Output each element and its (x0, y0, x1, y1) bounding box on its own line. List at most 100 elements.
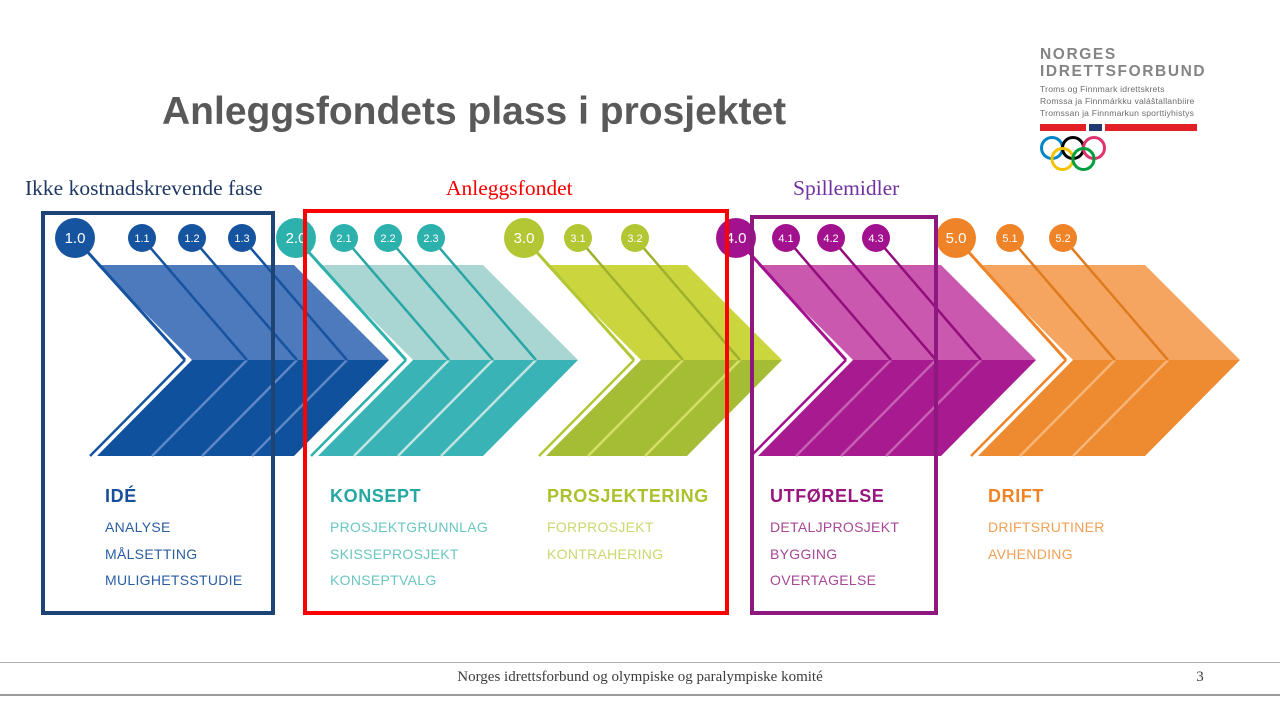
phase-item: BYGGING (770, 545, 838, 562)
phase-2-leader-line-0 (294, 236, 408, 362)
phase-circle-label-4.3: 4.3 (868, 233, 883, 245)
phase-circle-label-3.2: 3.2 (627, 233, 642, 245)
phase-item: PROSJEKTGRUNNLAG (330, 519, 489, 535)
phase-2-leader-line-2 (387, 237, 494, 361)
phase-4-leader-line-0 (734, 236, 848, 362)
phase-1-leader-line-2 (191, 237, 298, 361)
phase-4-sub-1-bottom-separator (795, 359, 892, 457)
phase-4-chevron-bottom (758, 360, 1036, 456)
footer-divider-top (0, 662, 1280, 663)
phase-circle-label-2.2: 2.2 (380, 233, 395, 245)
phase-circle-2.1 (330, 224, 358, 252)
phase-text-konsept: KONSEPT PROSJEKTGRUNNLAG SKISSEPROSJEKT … (330, 486, 488, 594)
phase-5-leader-line-2 (1062, 237, 1169, 361)
phase-4-notch-edge-line (750, 359, 847, 457)
phase-3-notch-edge-line (538, 359, 635, 457)
phase-circle-1.1 (128, 224, 156, 252)
phase-1-leader-line-0 (73, 236, 187, 362)
olympic-rings-icon (1040, 136, 1106, 172)
phase-circle-label-4.0: 4.0 (726, 230, 747, 247)
phase-circle-label-4.2: 4.2 (823, 233, 838, 245)
highlight-box-anleggsfondet (303, 209, 729, 615)
phase-circle-4.1 (772, 224, 800, 252)
phase-circle-label-1.2: 1.2 (184, 233, 199, 245)
phase-2-sub-1-bottom-separator (353, 359, 450, 457)
annotation-label-spillemidler: Spillemidler (793, 176, 900, 200)
slide-title: Anleggsfondets plass i prosjektet (162, 90, 787, 133)
phase-item: ANALYSE (105, 519, 171, 535)
phase-4-sub-3-bottom-separator (885, 359, 982, 457)
phase-5-leader-line-1 (1009, 237, 1116, 361)
logo-name-line1: NORGES (1040, 46, 1117, 63)
phase-heading: KONSEPT (330, 486, 422, 506)
footer-text: Norges idrettsforbund og olympiske og pa… (457, 669, 823, 685)
phase-2-leader-line-3 (430, 237, 537, 361)
phase-circle-3.2 (621, 224, 649, 252)
phase-1-chevron-top (97, 265, 389, 360)
phase-2-leader-line-1 (343, 237, 450, 361)
phase-5-notch-edge-line (970, 359, 1067, 457)
phase-4-leader-line-2 (830, 237, 937, 361)
phase-circle-label-5.2: 5.2 (1055, 233, 1070, 245)
phase-heading: UTFØRELSE (770, 486, 885, 506)
phase-item: OVERTAGELSE (770, 572, 877, 588)
phase-4-leader-line-1 (785, 237, 892, 361)
phase-circle-label-4.1: 4.1 (778, 233, 793, 245)
phase-item: DETALJPROSJEKT (770, 519, 900, 535)
phase-3-leader-line-0 (522, 236, 636, 362)
phase-item: FORPROSJEKT (547, 519, 654, 535)
phase-2-chevron-top (318, 265, 578, 360)
logo-name-line2: IDRETTSFORBUND (1040, 63, 1207, 80)
phase-text-ide: IDÉ ANALYSE MÅLSETTING MULIGHETSSTUDIE (105, 486, 243, 594)
phase-circle-4.3 (862, 224, 890, 252)
phase-circle-2.2 (374, 224, 402, 252)
phase-circle-1.0 (55, 218, 95, 258)
phase-circle-1.2 (178, 224, 206, 252)
phase-circle-5.1 (996, 224, 1024, 252)
logo-subtitle-2: Romssa ja Finnmárkku valáštallanbiire (1040, 95, 1195, 106)
phase-4-sub-2-bottom-separator (840, 359, 937, 457)
phase-3-chevron-bottom (546, 360, 782, 456)
phase-circle-label-1.3: 1.3 (234, 233, 249, 245)
flag-bar-navy (1089, 124, 1102, 132)
phase-text-prosjektering: PROSJEKTERING FORPROSJEKT KONTRAHERING (547, 486, 709, 567)
norwegian-flag-bar (1040, 124, 1197, 132)
phase-item: KONSEPTVALG (330, 572, 437, 588)
phase-2-notch-edge-line (310, 359, 407, 457)
phase-circle-3.0 (504, 218, 544, 258)
phase-1-leader-line-3 (241, 237, 348, 361)
phase-item: AVHENDING (988, 545, 1073, 562)
phase-text-drift: DRIFT DRIFTSRUTINER AVHENDING (988, 486, 1105, 567)
phase-heading: IDÉ (105, 486, 137, 506)
phase-circle-label-5.0: 5.0 (946, 230, 967, 247)
annotation-label-anleggsfondet: Anleggsfondet (446, 176, 573, 200)
phase-2-sub-3-bottom-separator (440, 359, 537, 457)
phase-circle-4.2 (817, 224, 845, 252)
logo-subtitle-3: Tromssan ja Finnmarkun sporttiyhistys (1040, 107, 1195, 118)
phase-circle-label-1.0: 1.0 (65, 230, 86, 247)
phase-text-utforelse: UTFØRELSE DETALJPROSJEKT BYGGING OVERTAG… (770, 486, 899, 594)
phase-3-leader-line-2 (634, 237, 741, 361)
phase-5-sub-1-bottom-separator (1019, 359, 1116, 457)
phase-1-chevron-bottom (97, 360, 389, 456)
phase-item: MÅLSETTING (105, 545, 198, 562)
highlight-box-ikke-kostnadskrevende (41, 211, 275, 615)
phase-1-sub-2-bottom-separator (201, 359, 298, 457)
phase-item: MULIGHETSSTUDIE (105, 572, 243, 588)
phase-circle-5.0 (936, 218, 976, 258)
phase-3-leader-line-1 (577, 237, 684, 361)
phase-heading: PROSJEKTERING (547, 486, 709, 506)
phase-3-sub-1-bottom-separator (587, 359, 684, 457)
phase-1-leader-line-1 (141, 237, 248, 361)
phase-circle-5.2 (1049, 224, 1077, 252)
phase-heading: DRIFT (988, 486, 1044, 506)
phase-2-sub-2-bottom-separator (397, 359, 494, 457)
phase-5-chevron-top (978, 265, 1240, 360)
annotation-label-ikke-kostnadskrevende: Ikke kostnadskrevende fase (25, 176, 263, 200)
phase-circle-1.3 (228, 224, 256, 252)
phase-4-chevron-top (758, 265, 1036, 360)
olympic-ring-5 (1071, 147, 1096, 172)
logo-subtitle-1: Troms og Finnmark idrettskrets (1040, 84, 1165, 94)
